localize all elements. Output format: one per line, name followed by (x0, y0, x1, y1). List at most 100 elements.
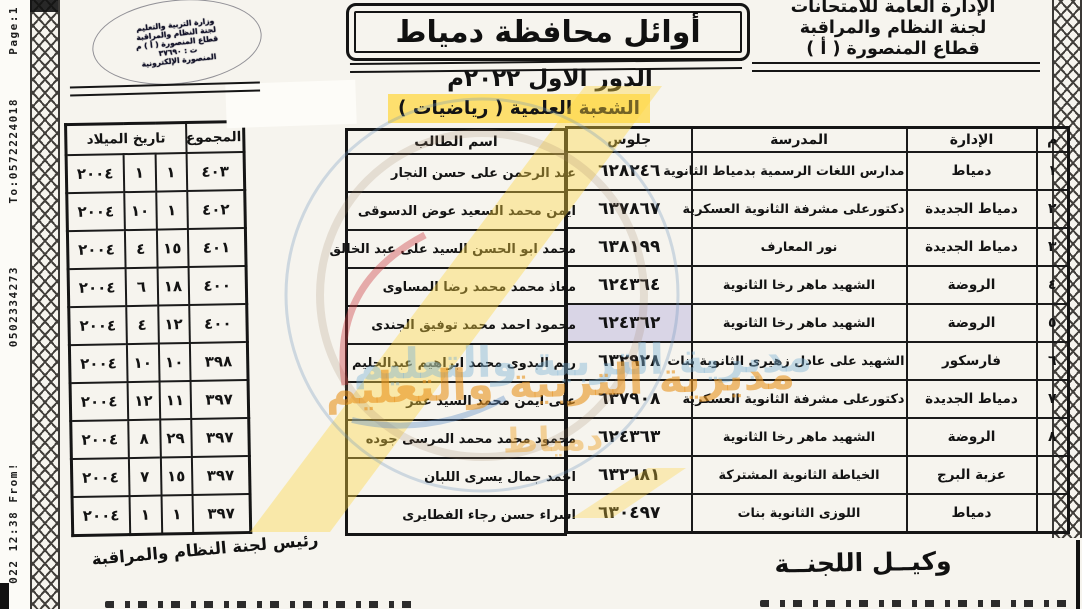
fax-page-label: Page:1 (7, 6, 20, 55)
student-name-cell: محمود محمد محمد المرسى جوده (345, 419, 576, 459)
administration-cell: دمياط الجديدة (905, 189, 1038, 229)
fax-to-number: To:0572224018 (7, 98, 20, 204)
birth-day-cell: ١٥ (156, 229, 189, 268)
cut-off-signature-text-right (760, 600, 1072, 607)
administration-cell: عزبة البرج (905, 455, 1038, 495)
scan-smudge (30, 0, 58, 12)
total-cell: ٤٠٠ (188, 303, 248, 344)
administration-cell: دمياط (905, 151, 1038, 191)
table-row: ٣٩٧ ٢٩ ٨ ٢٠٠٤ (70, 417, 250, 460)
student-name-table: اسم الطالب عبد الرحمن على حسن النجار ايم… (329, 128, 576, 536)
table-row: ٣ دمياط الجديدة نور المعارف ٦٣٨١٩٩ (565, 227, 1070, 267)
col-header-birthdate: تاريخ الميلاد (65, 122, 187, 156)
table-row: ٧ دمياط الجديدة دكتورعلى مشرفة الثانوية … (565, 379, 1070, 419)
total-birthdate-table: المجموع تاريخ الميلاد ٤٠٣ ١ ١ ٢٠٠٤ ٤٠٢ ١… (64, 120, 253, 538)
table-row: ٣٩٧ ١٥ ٧ ٢٠٠٤ (71, 455, 251, 498)
administration-cell: دمياط الجديدة (905, 227, 1038, 267)
school-cell: الشهيد ماهر رخا الثانوية (690, 417, 908, 457)
admin-line: لجنة النظام والمراقبة (799, 18, 987, 38)
division-label: الشعبة العلمية ( رياضيات ) (388, 94, 650, 123)
rank-cell (1035, 455, 1070, 495)
name-header-row: اسم الطالب (345, 128, 567, 155)
table-row: ٤٠٢ ١ ١٠ ٢٠٠٤ (66, 190, 246, 232)
official-stamp: وزارة التربية والتعليم لجنة النظام والمر… (88, 0, 266, 93)
student-name-cell: احمد جمال يسرى اللبان (345, 457, 576, 497)
table-row: دمياط اللوزى الثانوية بنات ٦٣٠٤٩٧ (565, 493, 1070, 534)
birth-day-cell: ١ (155, 191, 188, 230)
administration-cell: دمياط (905, 493, 1038, 534)
administration-cell: الروضة (905, 265, 1038, 305)
col-header-rank: م (1035, 126, 1070, 153)
table-row: ١ دمياط مدارس اللغات الرسمية بدمياط الثا… (565, 151, 1070, 191)
school-cell: الخياطة الثانوية المشتركة (690, 455, 908, 495)
student-name-cell: اسراء حسن رجاء الفطايرى (345, 495, 576, 536)
rank-cell: ٢ (1035, 189, 1070, 229)
school-cell: نور المعارف (690, 227, 908, 267)
table-row: ٣٩٧ ١ ١ ٢٠٠٤ (72, 493, 251, 536)
fax-header-strip: Page:1 To:0572224018 0502334273 022 12:3… (0, 0, 30, 609)
fax-from-number: 0502334273 (7, 266, 20, 348)
birth-year-cell: ٢٠٠٤ (68, 268, 126, 308)
committee-deputy-title: وكيــل اللجنــة (774, 546, 952, 579)
table-row: محمود محمد محمد المرسى جوده (345, 419, 576, 459)
birth-year-cell: ٢٠٠٤ (72, 496, 130, 536)
school-cell: الشهيد ماهر رخا الثانوية (690, 303, 908, 343)
letterhead-admin-block: الإدارة العامة للامتحانات لجنة النظام وا… (742, 0, 1044, 60)
table-row: محمود احمد محمد توفيق الجندى (345, 305, 576, 345)
total-cell: ٤٠٠ (188, 266, 247, 306)
ornamental-border-left (30, 0, 60, 609)
table-row: معاذ محمد محمد رضا المساوى (345, 267, 576, 307)
document-title-box: أوائل محافظة دمياط (346, 3, 750, 61)
date-header-row: المجموع تاريخ الميلاد (65, 121, 245, 156)
administration-cell: فارسكور (905, 341, 1038, 381)
rank-cell: ٦ (1035, 341, 1070, 381)
seat-number-cell: ٦٢٤٣٦٤ (565, 265, 693, 305)
total-cell: ٣٩٧ (190, 417, 250, 457)
total-cell: ٣٩٧ (191, 455, 251, 495)
results-table: م الإدارة المدرسة جلوس ١ دمياط مدارس الل… (565, 126, 1070, 534)
total-cell: ٣٩٨ (189, 341, 249, 381)
seat-number-cell: ٦٣٠٤٩٧ (565, 493, 693, 534)
school-cell: الشهيد ماهر رخا الثانوية (690, 265, 908, 305)
birth-year-cell: ٢٠٠٤ (66, 154, 124, 194)
table-row: اسراء حسن رجاء الفطايرى (345, 495, 576, 536)
seat-number-cell: ٦٢٤٣٦٣ (565, 417, 693, 457)
birth-month-cell: ١٢ (127, 381, 160, 421)
table-row: ٨ الروضة الشهيد ماهر رخا الثانوية ٦٢٤٣٦٣ (565, 417, 1070, 457)
results-header-row: م الإدارة المدرسة جلوس (565, 126, 1070, 153)
school-cell: اللوزى الثانوية بنات (690, 493, 908, 534)
table-row: ٣٩٧ ١١ ١٢ ٢٠٠٤ (70, 379, 249, 422)
table-row: ٤٠٠ ١٢ ٤ ٢٠٠٤ (68, 303, 248, 346)
birth-year-cell: ٢٠٠٤ (71, 458, 130, 498)
table-row: ٤٠٣ ١ ١ ٢٠٠٤ (66, 152, 245, 194)
cut-off-signature-text-left (105, 601, 415, 608)
table-row: ٤ الروضة الشهيد ماهر رخا الثانوية ٦٢٤٣٦٤ (565, 265, 1070, 305)
administration-cell: دمياط الجديدة (905, 379, 1038, 419)
exam-session-label: الدور الاول ٢٠٢٢م (447, 66, 653, 92)
rank-cell: ٤ (1035, 265, 1070, 305)
seat-number-cell: ٦٢٨٢٤٦ (565, 151, 693, 191)
birth-day-cell: ١٠ (158, 343, 191, 382)
birth-month-cell: ٧ (128, 457, 162, 497)
page-title: أوائل محافظة دمياط (395, 14, 701, 50)
total-cell: ٤٠١ (187, 228, 247, 268)
birth-year-cell: ٢٠٠٤ (69, 344, 128, 384)
school-cell: دكتورعلى مشرفة الثانوية العسكرية (683, 379, 908, 419)
admin-line: الإدارة العامة للامتحانات (790, 0, 996, 17)
table-row: احمد جمال يسرى اللبان (345, 457, 576, 497)
birth-year-cell: ٢٠٠٤ (70, 420, 129, 460)
table-row: محمد ابو الحسن السيد على عبد الخالق (329, 229, 576, 269)
administration-cell: الروضة (905, 303, 1038, 343)
school-cell: الشهيد على عادل زهيرى الثانوية بنات (667, 341, 908, 381)
birth-month-cell: ١٠ (123, 191, 157, 231)
birth-month-cell: ١ (129, 495, 162, 535)
birth-day-cell: ١١ (159, 380, 191, 420)
total-cell: ٤٠٣ (186, 152, 245, 192)
admin-underline (752, 62, 1040, 72)
birth-day-cell: ١ (155, 153, 187, 192)
total-cell: ٣٩٧ (190, 379, 249, 419)
birth-month-cell: ٦ (125, 267, 158, 307)
table-row: ٦ فارسكور الشهيد على عادل زهيرى الثانوية… (565, 341, 1070, 381)
birth-month-cell: ٤ (125, 305, 159, 345)
rank-cell: ٥ (1035, 303, 1070, 343)
